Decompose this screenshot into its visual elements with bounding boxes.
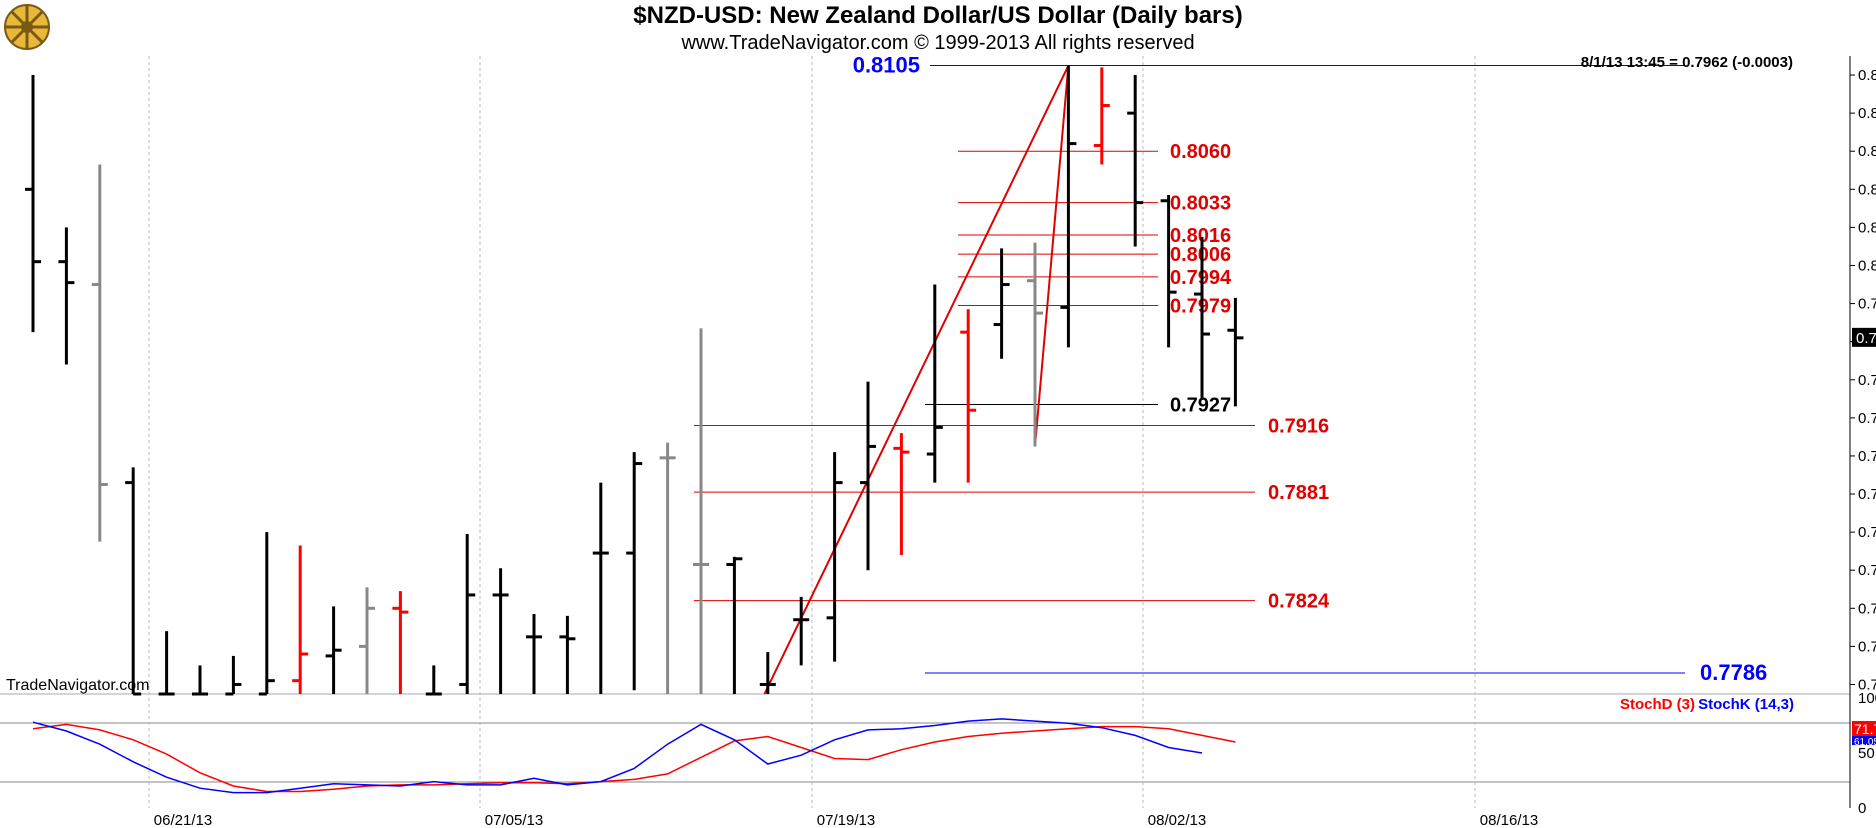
stoch-line bbox=[32, 723, 1236, 793]
price-bar bbox=[325, 606, 342, 694]
price-bar bbox=[1194, 236, 1210, 399]
legend-stoch-k: StochK (14,3) bbox=[1698, 696, 1794, 713]
price-bar bbox=[225, 655, 242, 696]
legend-stoch-d: StochD (3) bbox=[1620, 696, 1695, 713]
y-tick-label: 0.7900 bbox=[1858, 448, 1876, 465]
level-label: 0.7916 bbox=[1268, 415, 1329, 437]
stoch-d-value: 71.79 bbox=[1854, 721, 1876, 737]
y-tick-label: 0.7920 bbox=[1858, 410, 1876, 427]
price-bar bbox=[592, 482, 609, 694]
price-bar bbox=[91, 164, 108, 542]
price-bar bbox=[459, 534, 476, 694]
y-tick-label: 0.8020 bbox=[1858, 219, 1876, 236]
chart-axes: 06/21/13 07/05/13 07/19/13 08/02/13 08/16/13… bbox=[154, 67, 1876, 828]
price-bar bbox=[960, 309, 977, 483]
price-bar bbox=[258, 532, 275, 696]
price-bar bbox=[292, 545, 309, 694]
x-tick-label: 07/19/13 bbox=[817, 812, 875, 828]
x-tick-label: 08/02/13 bbox=[1148, 812, 1206, 828]
price-bar bbox=[826, 452, 843, 662]
price-bar bbox=[1127, 75, 1144, 247]
chart-title: $NZD-USD: New Zealand Dollar/US Dollar (… bbox=[633, 2, 1243, 29]
level-label: 0.7786 bbox=[1700, 660, 1767, 685]
price-bar bbox=[559, 615, 576, 694]
price-bar bbox=[492, 568, 509, 694]
price-bar bbox=[893, 433, 910, 555]
x-tick-label: 08/16/13 bbox=[1480, 812, 1538, 828]
current-quote: 8/1/13 13:45 = 0.7962 (-0.0003) bbox=[1581, 54, 1793, 71]
stoch-line bbox=[32, 718, 1203, 794]
chart-grid bbox=[0, 56, 1851, 808]
price-bar bbox=[192, 665, 208, 696]
y-tick-label: 0.8060 bbox=[1858, 143, 1876, 160]
y-tick-label: 0.8000 bbox=[1858, 257, 1876, 274]
price-bar bbox=[58, 227, 75, 365]
price-bar bbox=[626, 452, 643, 691]
price-bar bbox=[1093, 67, 1110, 165]
stoch-tick-label: 100 bbox=[1858, 690, 1876, 707]
price-bar bbox=[425, 665, 442, 696]
level-label: 0.7881 bbox=[1268, 482, 1329, 504]
stoch-d-badge bbox=[1852, 721, 1876, 736]
chart-subtitle: www.TradeNavigator.com © 1999-2013 All r… bbox=[681, 32, 1195, 54]
stoch-k-badge bbox=[1852, 736, 1876, 745]
stochastic-panel: StochD (3) StochK (14,3) bbox=[32, 696, 1794, 794]
price-bar bbox=[25, 75, 41, 333]
level-label: 0.8105 bbox=[853, 53, 920, 78]
level-label: 0.8016 bbox=[1170, 225, 1231, 247]
current-price-badge bbox=[1852, 327, 1876, 347]
price-bar bbox=[860, 381, 876, 571]
price-bar bbox=[125, 467, 142, 696]
price-bar bbox=[392, 591, 409, 694]
x-tick-label: 07/05/13 bbox=[485, 812, 543, 828]
y-tick-label: 0.7940 bbox=[1858, 372, 1876, 389]
price-bar bbox=[1160, 195, 1177, 348]
price-bar bbox=[1027, 242, 1043, 447]
y-tick-label: 0.7780 bbox=[1858, 676, 1876, 693]
price-bar bbox=[359, 587, 375, 694]
y-tick-label: 0.8040 bbox=[1858, 181, 1876, 198]
price-bar bbox=[526, 614, 542, 694]
y-tick-label: 0.7800 bbox=[1858, 638, 1876, 655]
trade-navigator-logo-icon bbox=[2, 2, 52, 52]
level-label: 0.8060 bbox=[1170, 141, 1231, 163]
price-bar bbox=[693, 328, 709, 694]
chart-header: $NZD-USD: New Zealand Dollar/US Dollar (… bbox=[0, 0, 1876, 56]
stoch-tick-label: 50 bbox=[1858, 745, 1875, 762]
y-tick-label: 0.7820 bbox=[1858, 600, 1876, 617]
price-bar bbox=[993, 248, 1010, 359]
level-label: 0.8033 bbox=[1170, 193, 1231, 215]
price-bar bbox=[726, 556, 743, 694]
y-tick-label: 0.7840 bbox=[1858, 562, 1876, 579]
y-tick-label: 0.7880 bbox=[1858, 486, 1876, 503]
price-bar bbox=[659, 442, 676, 694]
price-bars bbox=[25, 65, 1244, 696]
y-tick-label: 0.7860 bbox=[1858, 524, 1876, 541]
price-bar bbox=[793, 596, 810, 666]
y-tick-label: 0.8100 bbox=[1858, 67, 1876, 84]
price-bar bbox=[1060, 65, 1077, 348]
price-bar bbox=[1227, 297, 1244, 407]
y-tick-label: 0.7980 bbox=[1858, 296, 1876, 313]
stoch-tick-label: 0 bbox=[1858, 800, 1866, 817]
level-label: 0.7824 bbox=[1268, 591, 1330, 613]
trend-line bbox=[763, 65, 1070, 695]
x-tick-label: 06/21/13 bbox=[154, 812, 212, 828]
watermark: TradeNavigator.com bbox=[6, 677, 149, 694]
current-price-label: 0.7962 bbox=[1856, 330, 1876, 347]
price-levels: 0.81050.80600.80330.80160.80060.79940.79… bbox=[694, 53, 1767, 695]
stoch-k-value: 61.05 bbox=[1854, 737, 1876, 748]
price-bar bbox=[759, 652, 776, 694]
y-tick-label: 0.8080 bbox=[1858, 105, 1876, 122]
price-bar bbox=[926, 284, 943, 483]
level-label: 0.7927 bbox=[1170, 395, 1231, 417]
price-bar bbox=[158, 631, 175, 696]
